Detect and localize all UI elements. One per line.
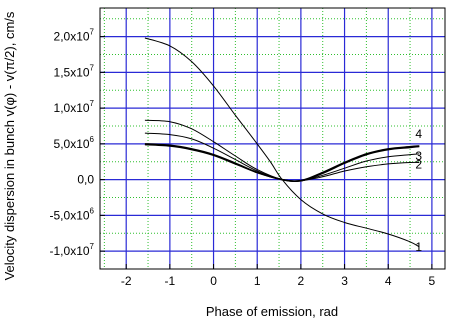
curve-labels: 1 23 4 [415,127,422,254]
x-tick-label: 5 [429,274,436,288]
plot-frame [99,7,446,270]
x-axis-label: Phase of emission, rad [206,304,338,319]
curve-label-3: 3 [415,149,422,163]
y-axis-label: Velocity dispersion in bunch v(φ) - v(π/… [2,11,17,280]
axis-ticks [100,36,433,269]
y-tick-label: 1,5x107 [54,63,95,79]
series-unlabeled-line [144,143,420,183]
x-tick-label: 4 [385,274,392,288]
curve-label-2: 2 [415,157,422,171]
y-tick-label: 0,0 [77,173,94,187]
x-tick-labels: -2 -1 0 1 2 3 4 5 [121,274,436,288]
x-tick-label: 2 [298,274,305,288]
series-group [144,37,420,248]
series-4-line [144,143,420,183]
x-tick-label: 1 [254,274,261,288]
curve-label-1: 1 [415,240,422,254]
minor-grid [100,8,445,269]
y-tick-label: 2,0x107 [54,28,95,44]
x-tick-label: 3 [341,274,348,288]
x-tick-label: -1 [165,274,176,288]
x-tick-label: 0 [210,274,217,288]
major-grid [100,8,445,269]
y-tick-label: -1,0x107 [50,242,95,258]
y-tick-label: 5,0x106 [54,135,95,151]
curve-label-4: 4 [415,127,422,141]
y-tick-labels: 2,0x107 1,5x107 1,0x107 5,0x106 0,0 -5,0x106 -… [50,28,95,259]
y-tick-label: -5,0x106 [50,206,95,222]
x-tick-label: -2 [121,274,132,288]
series-3-line [144,132,420,182]
y-tick-label: 1,0x107 [54,99,95,115]
